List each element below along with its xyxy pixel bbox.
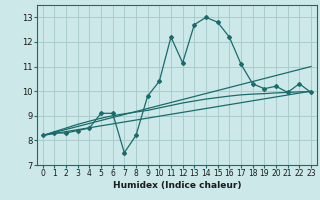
X-axis label: Humidex (Indice chaleur): Humidex (Indice chaleur) — [113, 181, 241, 190]
